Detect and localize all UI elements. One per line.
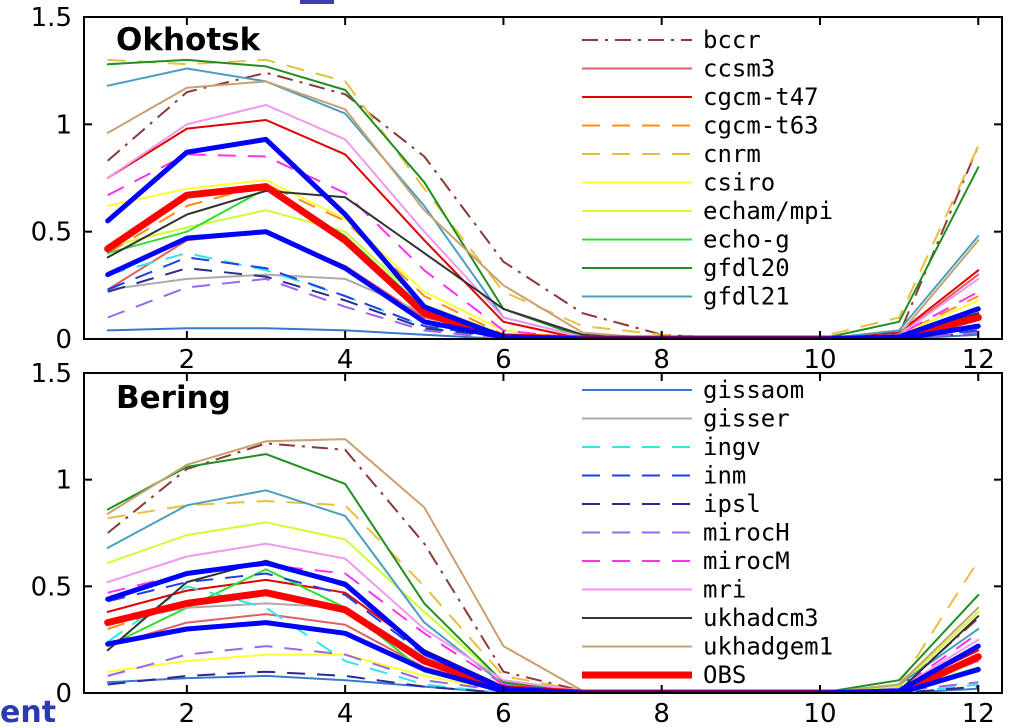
- x-tick-label: 2: [179, 699, 196, 728]
- x-tick-label: 8: [653, 345, 670, 375]
- legend-label: echam/mpi: [703, 197, 833, 225]
- plot-frame: [83, 372, 1003, 694]
- x-tick-label: 2: [179, 345, 196, 375]
- y-tick-label: 1: [55, 466, 72, 496]
- top-title-fragment: [300, 0, 334, 4]
- legend-label: ukhadgem1: [703, 633, 833, 661]
- legend: bccrccsm3cgcm-t47cgcm-t63cnrmcsiroecham/…: [582, 26, 833, 311]
- legend-label: gfdl21: [703, 283, 790, 311]
- x-tick-label: 10: [803, 345, 836, 375]
- legend-label: OBS: [703, 661, 746, 689]
- panel-okhotsk: 2 4 6 8 10 12 0 0.5 1 1.5 Okhotsk bccrccsm3cgcm-t47…: [31, 3, 1003, 375]
- panel-title: Bering: [116, 380, 231, 416]
- series-group: [104, 58, 982, 339]
- legend-label: gisser: [703, 405, 790, 433]
- y-tick-label: 0.5: [31, 218, 72, 248]
- x-tick-label: 6: [495, 699, 512, 728]
- legend-label: ingv: [703, 433, 761, 461]
- series-line-cnrm: [107, 500, 980, 693]
- series-line-gissaom: [106, 327, 980, 339]
- legend-label: mirocM: [703, 547, 790, 575]
- x-tick-label: 12: [962, 699, 995, 728]
- legend-label: cgcm-t63: [703, 112, 819, 140]
- legend-label: ccsm3: [703, 55, 775, 83]
- x-tick-label: 4: [337, 699, 354, 728]
- legend-label: ukhadcm3: [703, 604, 819, 632]
- y-tick-label: 0: [55, 325, 72, 355]
- x-tick-label: 8: [653, 699, 670, 728]
- legend-label: ipsl: [703, 490, 761, 518]
- y-tick-label: 0.5: [31, 572, 72, 602]
- x-tick-label: 6: [495, 345, 512, 375]
- x-tick-label: 12: [962, 345, 995, 375]
- series-line-gissaom: [106, 674, 980, 693]
- series-line-miroch: [107, 277, 979, 339]
- series-line-unlabeled-22: [105, 620, 981, 693]
- x-tick-label: 10: [803, 699, 836, 728]
- x-tick-label: 4: [337, 345, 354, 375]
- plot-frame: [83, 16, 1003, 340]
- y-tick-label: 1: [55, 110, 72, 140]
- legend-label: gissaom: [703, 376, 804, 404]
- series-line-ingv: [107, 585, 979, 693]
- legend-label: cnrm: [703, 140, 761, 168]
- series-line-unlabeled-22: [105, 229, 981, 339]
- corner-text-fragment: ent: [0, 695, 56, 728]
- legend-label: cgcm-t47: [703, 83, 819, 111]
- panel-title: Okhotsk: [116, 22, 262, 58]
- legend-label: echo-g: [703, 226, 790, 254]
- y-tick-label: 0: [55, 679, 72, 709]
- legend-label: csiro: [703, 169, 775, 197]
- legend-label: gfdl20: [703, 254, 790, 282]
- legend-label: mirocH: [703, 519, 790, 547]
- legend-label: mri: [703, 576, 746, 604]
- y-tick-label: 1.5: [31, 359, 72, 389]
- legend-label: inm: [703, 462, 746, 490]
- legend-label: bccr: [703, 26, 761, 54]
- legend: gissaomgisseringvinmipslmirocHmirocMmriu…: [582, 376, 833, 689]
- y-tick-label: 1.5: [31, 3, 72, 33]
